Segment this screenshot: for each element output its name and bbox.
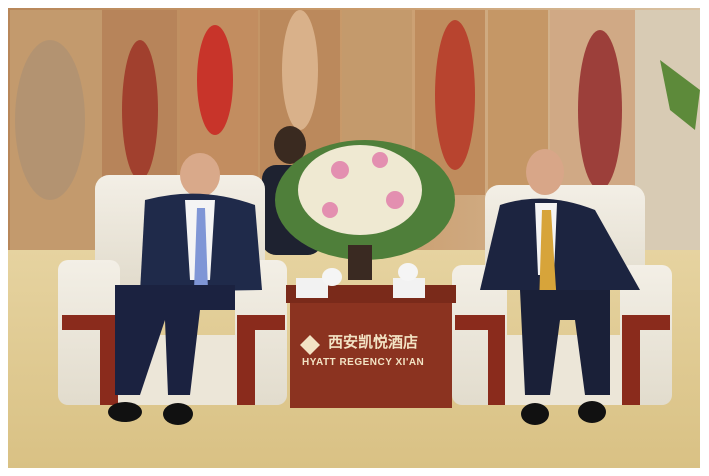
suit-jacket bbox=[480, 198, 640, 290]
trousers bbox=[115, 285, 235, 395]
vase bbox=[348, 245, 372, 280]
table-front bbox=[290, 303, 452, 408]
nameplate bbox=[393, 278, 425, 298]
shoe bbox=[108, 402, 142, 422]
flowers bbox=[298, 145, 422, 235]
sign-english: HYATT REGENCY XI'AN bbox=[302, 357, 424, 368]
flower bbox=[372, 152, 388, 168]
flower bbox=[386, 191, 404, 209]
shoe bbox=[163, 403, 193, 425]
sign-chinese: 西安凯悦酒店 bbox=[328, 333, 418, 351]
person-right bbox=[480, 149, 640, 425]
nameplate bbox=[296, 278, 328, 298]
head bbox=[180, 153, 220, 197]
person-head bbox=[274, 126, 306, 164]
painted-figure bbox=[282, 10, 318, 130]
tie bbox=[194, 208, 208, 290]
wall-panel bbox=[635, 10, 700, 250]
shoe bbox=[521, 403, 549, 425]
shoe bbox=[578, 401, 606, 423]
head bbox=[526, 149, 564, 195]
chair-trim bbox=[237, 315, 285, 405]
chair-trim bbox=[455, 315, 505, 405]
side-table: 西安凯悦酒店 HYATT REGENCY XI'AN bbox=[286, 263, 456, 408]
chair-trim bbox=[622, 315, 670, 405]
teacup bbox=[322, 268, 342, 286]
plant bbox=[660, 60, 700, 130]
painted-figure bbox=[578, 30, 622, 190]
person-left bbox=[108, 153, 262, 425]
painted-figure bbox=[122, 40, 158, 180]
hyatt-logo bbox=[300, 335, 320, 355]
flower-arrangement bbox=[275, 140, 455, 280]
painted-figure bbox=[435, 20, 475, 170]
trousers bbox=[520, 290, 610, 395]
painted-tree bbox=[15, 40, 85, 200]
chair-trim bbox=[62, 315, 118, 405]
teacup bbox=[398, 263, 418, 281]
tie bbox=[539, 210, 557, 305]
scene: 西安凯悦酒店 HYATT REGENCY XI'AN bbox=[8, 8, 700, 468]
flower bbox=[322, 202, 338, 218]
painted-figure bbox=[197, 25, 233, 135]
flower bbox=[331, 161, 349, 179]
